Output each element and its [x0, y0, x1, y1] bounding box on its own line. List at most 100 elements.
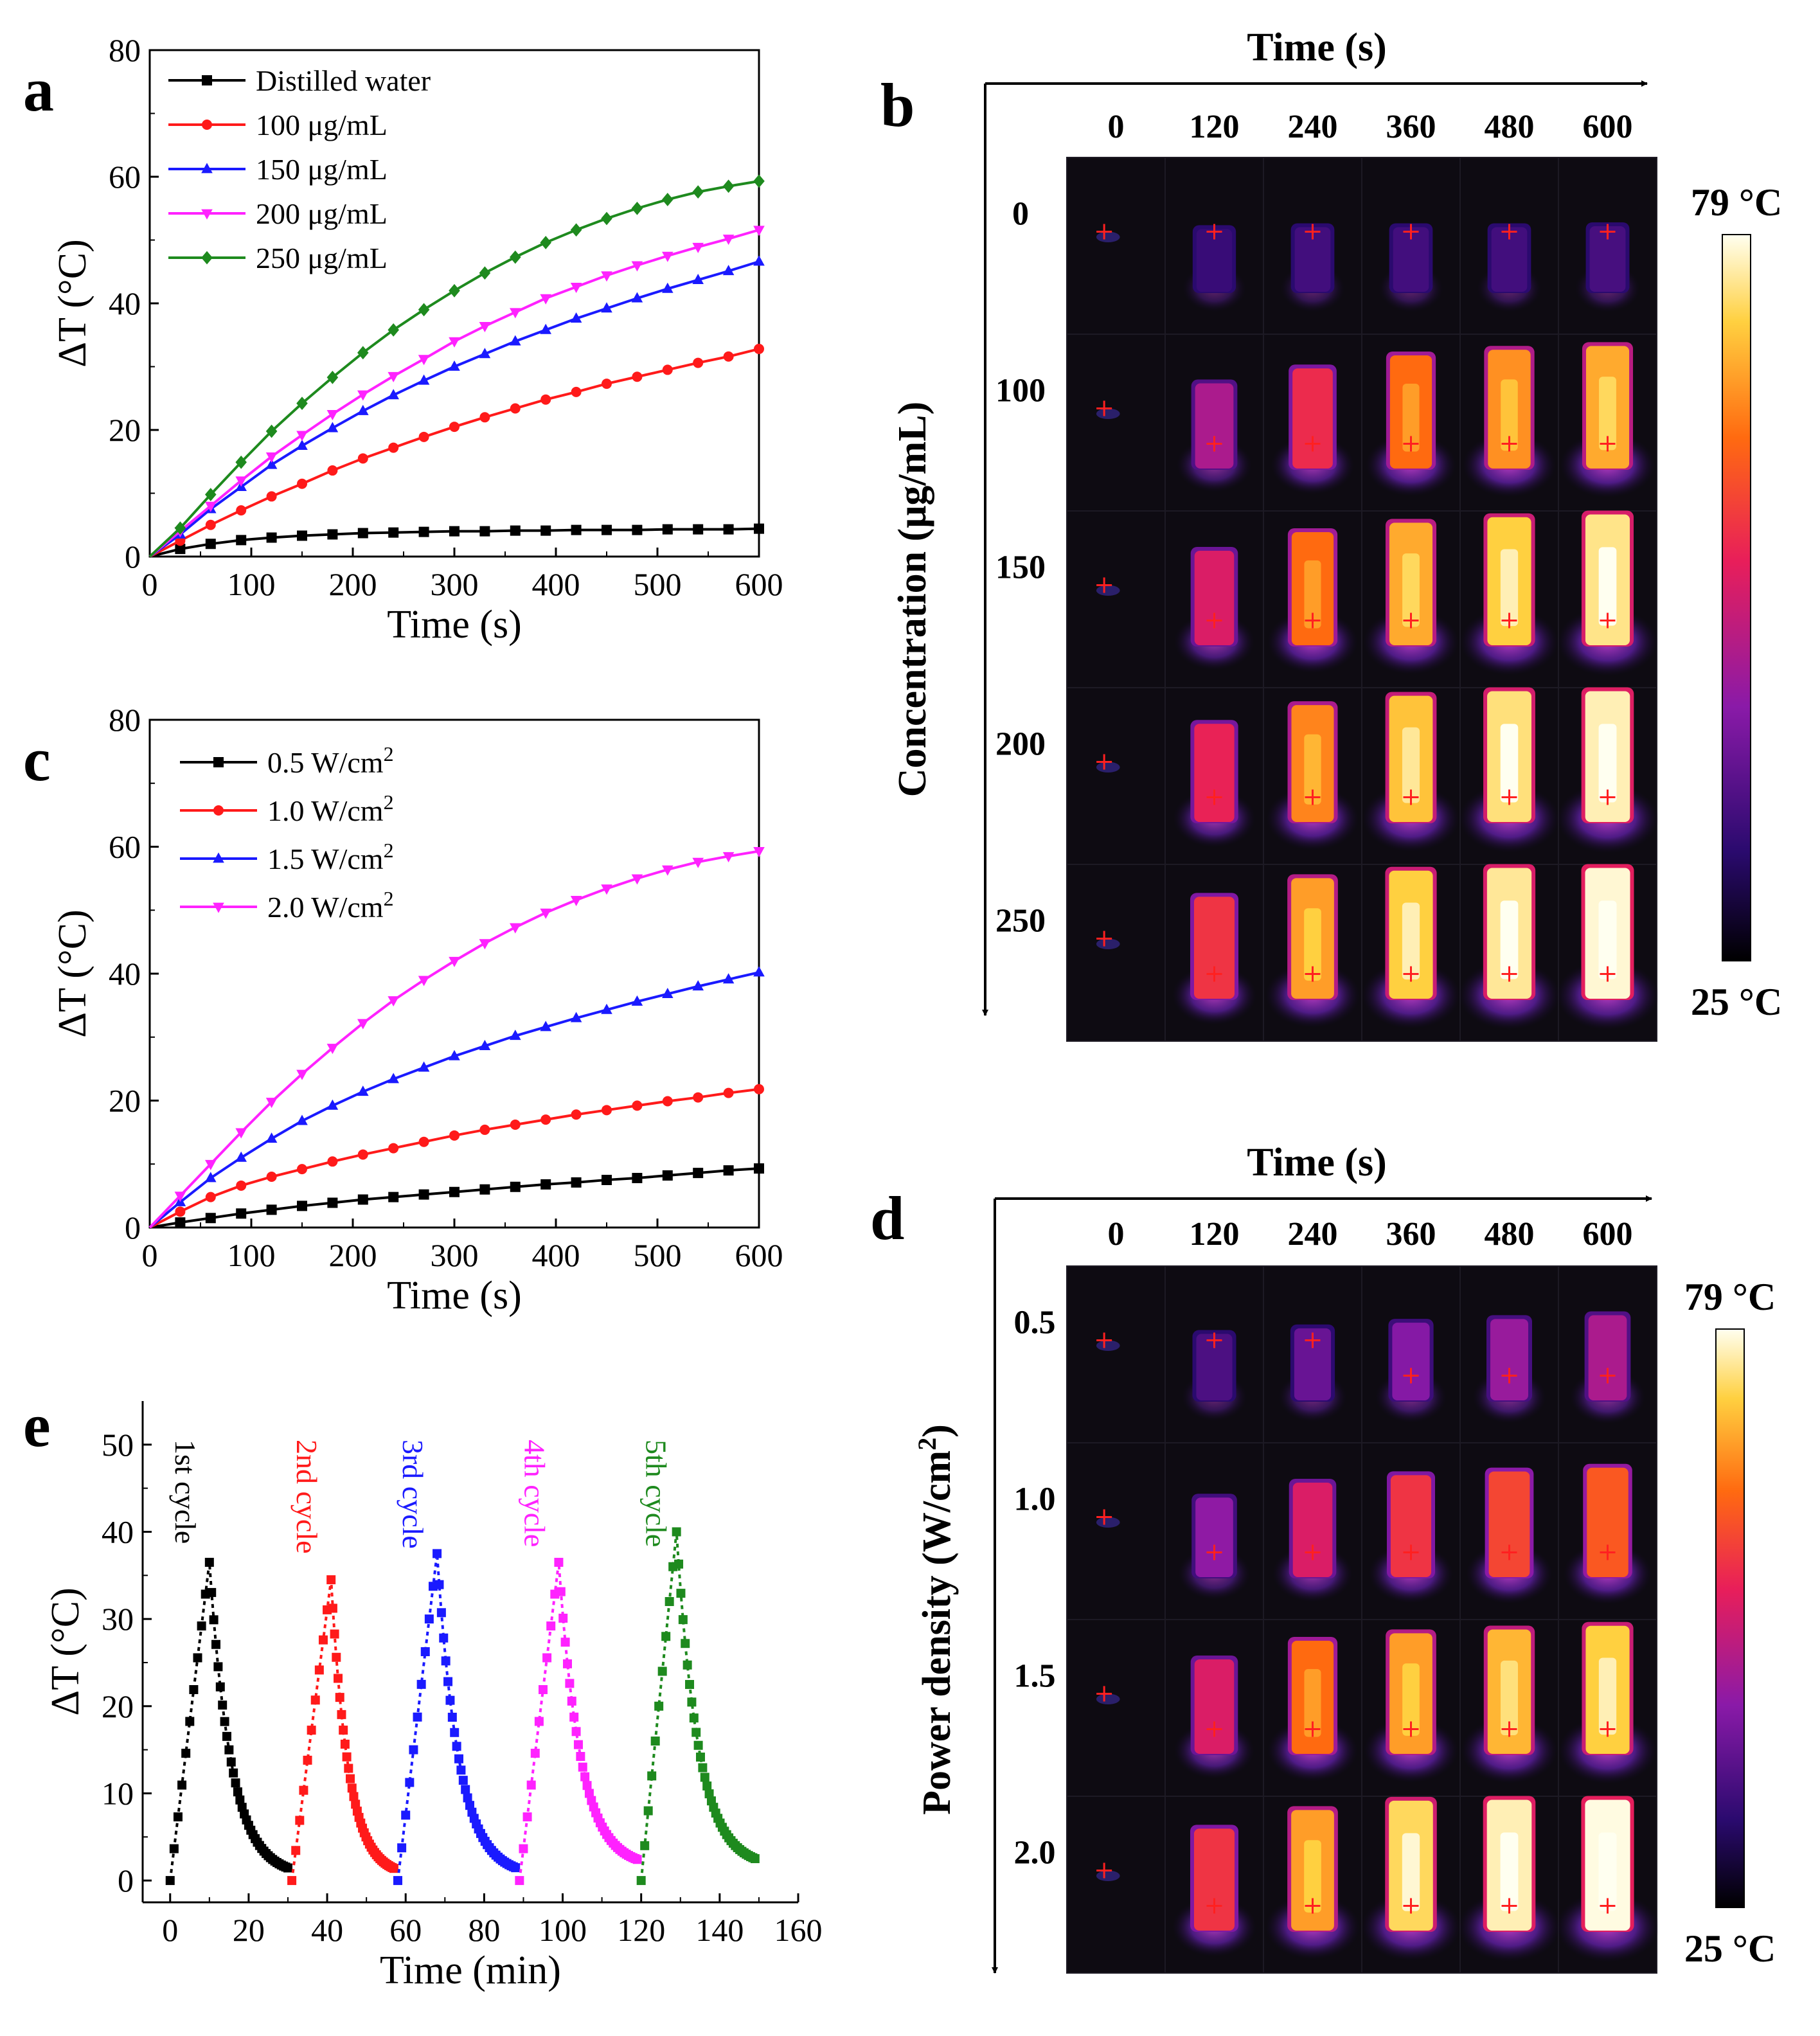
hot-core — [1599, 377, 1616, 451]
data-point — [571, 1727, 581, 1737]
crosshair-marker — [1305, 1721, 1321, 1737]
panel-label-c: c — [23, 725, 51, 794]
data-point — [632, 1100, 643, 1111]
data-point — [640, 1841, 650, 1850]
thermal-cell — [1558, 1442, 1657, 1620]
data-point — [722, 852, 735, 862]
data-point — [661, 1632, 671, 1641]
data-point — [700, 1773, 709, 1782]
data-point — [580, 1772, 590, 1781]
data-point — [479, 526, 490, 537]
data-point — [211, 1639, 221, 1649]
thermal-cell — [1164, 1796, 1264, 1974]
data-point — [299, 1785, 308, 1795]
data-point — [449, 283, 460, 298]
data-point — [571, 386, 582, 397]
thermal-cell — [1459, 1442, 1559, 1620]
hot-core — [1598, 900, 1617, 979]
data-point — [357, 390, 369, 401]
data-point — [698, 1763, 708, 1773]
cell-background — [1066, 510, 1166, 688]
thermal-cell — [1459, 510, 1559, 688]
thermal-cell — [1361, 334, 1461, 512]
crosshair-marker — [1206, 789, 1222, 805]
thermal-grid-b: Time (s) Concentration (μg/mL) 0 120 240 360 4… — [891, 26, 1782, 1042]
data-point — [479, 322, 491, 333]
data-point — [692, 273, 704, 284]
cycle-label: 2nd cycle — [290, 1440, 323, 1554]
data-point — [207, 1587, 217, 1597]
data-point — [526, 1780, 536, 1790]
data-point — [584, 1789, 594, 1798]
data-point — [540, 1179, 551, 1190]
data-point — [632, 371, 643, 382]
hot-core — [1402, 1833, 1420, 1911]
thermal-cell — [1361, 1619, 1461, 1797]
data-point — [283, 1863, 292, 1873]
data-point — [510, 1120, 521, 1130]
y-tick-label: 20 — [109, 412, 141, 448]
data-point — [265, 452, 278, 463]
cell-background — [1066, 864, 1166, 1042]
data-point — [458, 1776, 468, 1785]
data-point — [534, 1717, 544, 1726]
row-label: 0.5 — [1014, 1305, 1056, 1341]
data-point — [665, 1597, 674, 1606]
crosshair-marker — [1501, 224, 1517, 240]
data-point — [754, 1163, 764, 1174]
data-point — [582, 1781, 592, 1790]
chart-e: 0 20 40 60 80 100 120 140 160 0 10 20 30 40 50 Time (mi… — [44, 1401, 823, 1992]
data-point — [631, 874, 643, 885]
data-point — [205, 1159, 217, 1170]
data-point — [401, 1810, 411, 1820]
data-point — [540, 394, 551, 405]
data-point — [420, 1647, 430, 1656]
data-point — [560, 1638, 570, 1647]
data-point — [511, 1863, 521, 1873]
thermal-cell — [1066, 157, 1166, 335]
crosshair-marker — [1403, 436, 1419, 452]
thermal-cell — [1361, 510, 1461, 688]
data-point — [418, 303, 430, 317]
crosshair-marker — [1206, 1721, 1222, 1737]
crosshair-marker — [1403, 1898, 1419, 1914]
data-point — [357, 1149, 368, 1160]
heated-tube — [1292, 1482, 1333, 1577]
data-point — [235, 455, 247, 469]
data-point — [181, 1749, 191, 1758]
data-point — [297, 1201, 307, 1211]
heated-tube — [1587, 1467, 1628, 1577]
data-point — [672, 1527, 681, 1537]
data-point — [636, 1876, 646, 1886]
data-point — [266, 1204, 277, 1215]
data-point — [479, 266, 491, 280]
chart-a: 0 100 200 300 400 500 600 0 20 40 60 80 Time (s) ΔT (… — [51, 32, 783, 647]
legend-marker — [213, 757, 224, 767]
crosshair-marker — [1096, 1862, 1112, 1879]
x-tick-label: 600 — [735, 1237, 783, 1273]
data-point — [388, 1073, 399, 1084]
time-axis-title: Time (s) — [1247, 1141, 1387, 1184]
data-point — [310, 1695, 320, 1705]
data-point — [571, 1109, 582, 1120]
x-tick-label: 160 — [774, 1912, 823, 1948]
thermal-cell — [1066, 1796, 1166, 1974]
thermal-cell — [1263, 334, 1362, 512]
data-point — [632, 1172, 643, 1183]
data-point — [326, 1044, 339, 1055]
hot-core — [1500, 900, 1519, 979]
data-point — [722, 265, 735, 276]
thermal-cell — [1361, 157, 1461, 335]
data-point — [342, 1752, 352, 1762]
data-point — [479, 1184, 490, 1195]
hot-core — [1304, 1840, 1321, 1913]
data-point — [236, 505, 247, 516]
data-point — [337, 1710, 346, 1719]
series-1 — [149, 343, 764, 558]
data-point — [456, 1765, 466, 1775]
crosshair-marker — [1096, 754, 1112, 770]
data-point — [327, 465, 338, 476]
data-point — [654, 1701, 664, 1711]
data-point — [445, 1695, 455, 1705]
y-tick-label: 20 — [102, 1688, 134, 1724]
